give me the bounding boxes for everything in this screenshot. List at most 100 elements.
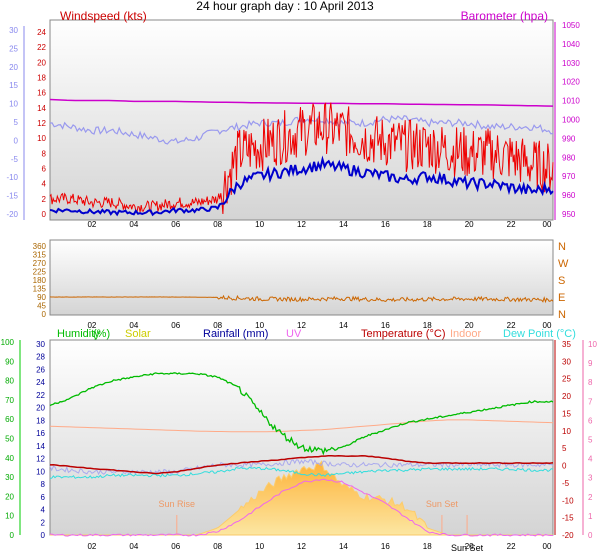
temperature-tick-label: -20 [562,531,574,540]
wind-axes: 242220181614121086420302520151050-5-10-1… [6,21,580,220]
uv-tick-label: 10 [588,340,597,349]
rainfall-tick-label: 8 [41,480,46,489]
time-tick-label: 08 [213,542,222,551]
humidity-tick-label: 30 [5,473,14,482]
wind-outer-tick-label: 0 [14,136,19,145]
wind-outer-tick-label: 30 [9,26,18,35]
wind-kts-tick-label: 4 [42,180,47,189]
uv-tick-label: 1 [588,512,593,521]
time-tick-label: 00 [543,321,552,330]
temperature-line [49,455,554,475]
temperature-tick-label: 15 [562,409,571,418]
multi-axes: 1009080706050403020100302826242220181614… [1,338,598,553]
direction-tick-label: 0 [42,310,47,319]
compass-label: E [558,292,565,304]
barometer-line [49,98,554,107]
rainfall-tick-label: 12 [36,455,45,464]
rainfall-tick-label: 4 [41,506,46,515]
wind-right-label: Barometer (hpa) [461,9,548,23]
time-tick-label: 16 [381,542,390,551]
rainfall-tick-label: 24 [36,378,45,387]
time-tick-label: 20 [465,542,474,551]
rainfall-tick-label: 28 [36,353,45,362]
baro-tick-label: 1040 [562,40,580,49]
wind-kts-tick-label: 0 [42,210,47,219]
wind-outer-tick-label: 5 [14,118,19,127]
wind-outer-tick-label: 25 [9,44,18,53]
time-tick-label: 20 [465,220,474,229]
time-tick-label: 10 [255,220,264,229]
wind-outer-tick-label: 10 [9,100,18,109]
uv-tick-label: 9 [588,359,593,368]
time-tick-label: 10 [255,321,264,330]
uv-tick-label: 4 [588,455,593,464]
time-tick-label: 22 [507,321,516,330]
wind-left-label: Windspeed (kts) [60,9,147,23]
time-tick-label: 08 [213,220,222,229]
humidity-tick-label: 50 [5,435,14,444]
wind-kts-tick-label: 20 [37,58,46,67]
direction-tick-label: 45 [37,302,46,311]
rainfall-tick-label: 20 [36,404,45,413]
wind-kts-tick-label: 22 [37,43,46,52]
time-tick-label: 04 [129,321,138,330]
humidity-line [49,372,554,456]
direction-series [49,294,554,304]
compass-label: N [558,241,566,253]
rainfall-tick-label: 14 [36,442,45,451]
temperature-tick-label: 0 [562,462,567,471]
time-tick-label: 20 [465,321,474,330]
wind-kts-tick-label: 10 [37,134,46,143]
direction-tick-label: 90 [37,293,46,302]
time-tick-label: 02 [87,220,96,229]
rainfall-tick-label: 22 [36,391,45,400]
time-tick-label: 04 [129,220,138,229]
sun-annotation: Sun Set [451,543,484,553]
direction-tick-label: 225 [33,268,47,277]
uv-tick-label: 8 [588,378,593,387]
rainfall-tick-label: 6 [41,493,46,502]
rainfall-tick-label: 2 [41,518,46,527]
legend-solar: Solar [125,328,151,340]
windspeed-line [49,102,554,215]
baro-tick-label: 980 [562,153,576,162]
temperature-tick-label: 30 [562,357,571,366]
wind-outer-tick-label: 20 [9,63,18,72]
time-tick-label: 18 [423,321,432,330]
wind-average-line [49,114,554,145]
temperature-tick-label: -10 [562,496,574,505]
direction-tick-label: 135 [33,285,47,294]
time-tick-label: 00 [543,542,552,551]
wind-kts-tick-label: 24 [37,28,46,37]
time-tick-label: 06 [171,321,180,330]
time-tick-label: 06 [171,542,180,551]
legend-rain: Rainfall (mm) [203,328,268,340]
time-tick-label: 02 [87,321,96,330]
wind-kts-tick-label: 18 [37,74,46,83]
humidity-tick-label: 100 [1,338,15,347]
temperature-tick-label: -5 [562,479,570,488]
time-tick-label: 14 [339,542,348,551]
time-tick-label: 08 [213,321,222,330]
wind-kts-tick-label: 6 [42,165,47,174]
baro-tick-label: 1030 [562,59,580,68]
time-tick-label: 18 [423,220,432,229]
uv-tick-label: 6 [588,416,593,425]
sun-annotation: Sun Set [426,499,459,509]
baro-tick-label: 960 [562,191,576,200]
humidity-tick-label: 70 [5,396,14,405]
multi-panel: Humidity(%) Solar Rainfall (mm) UV Temperatu… [1,328,598,553]
graph-title: 24 hour graph day : 10 April 2013 [196,0,374,13]
direction-tick-label: 315 [33,251,47,260]
humidity-tick-label: 60 [5,415,14,424]
rainfall-tick-label: 26 [36,365,45,374]
wind-outer-tick-label: 15 [9,81,18,90]
uv-tick-label: 7 [588,397,593,406]
legend-temp: Temperature (°C) [361,328,445,340]
rainfall-tick-label: 0 [41,531,46,540]
time-tick-label: 02 [87,542,96,551]
sun-annotation: Sun Rise [159,499,196,509]
wind-panel: Windspeed (kts) Barometer (hpa) 24 22 20 18… [6,9,580,221]
